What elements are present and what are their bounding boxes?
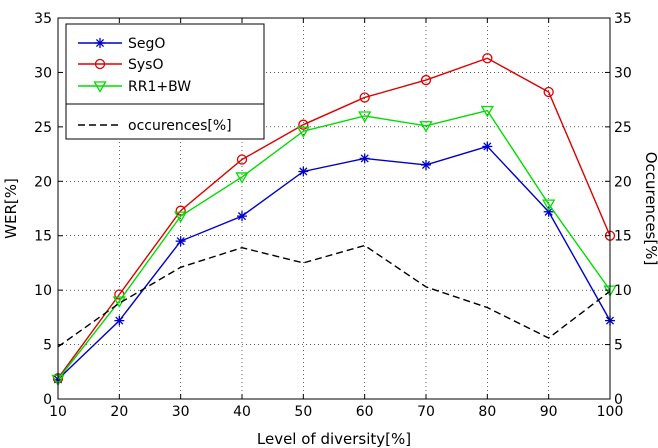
series-occurences- bbox=[57, 244, 611, 348]
grid bbox=[58, 18, 610, 399]
data-point bbox=[114, 315, 125, 326]
marker-triangle bbox=[174, 211, 188, 223]
data-point bbox=[542, 199, 556, 211]
marker-stroke bbox=[421, 160, 431, 170]
plot-frame bbox=[57, 17, 611, 400]
y-tick-label-left: 0 bbox=[43, 392, 52, 408]
series-line bbox=[57, 244, 611, 348]
y-axis-left-label: WER[%] bbox=[2, 178, 20, 239]
legend-label: RR1+BW bbox=[128, 79, 191, 95]
y-tick-label-right: 0 bbox=[614, 392, 623, 408]
y-axis-right-label: Occurences[%] bbox=[642, 152, 658, 266]
x-tick-label: 10 bbox=[49, 404, 67, 420]
y-tick-label-left: 30 bbox=[34, 65, 52, 81]
x-tick-label: 70 bbox=[417, 404, 435, 420]
data-point bbox=[235, 172, 249, 184]
series-line bbox=[57, 57, 611, 379]
data-point bbox=[175, 236, 186, 247]
data-point bbox=[94, 58, 106, 70]
y-tick-label-left: 5 bbox=[43, 338, 52, 354]
series-line bbox=[57, 109, 611, 380]
x-tick-label: 100 bbox=[597, 404, 624, 420]
y-tick-label-right: 35 bbox=[614, 11, 632, 27]
data-point bbox=[95, 38, 105, 48]
y-tick-label-right: 5 bbox=[614, 338, 623, 354]
marker-circle bbox=[94, 58, 106, 70]
marker-stroke bbox=[237, 212, 247, 221]
marker-stroke bbox=[299, 167, 308, 176]
y-tick-label-left: 10 bbox=[34, 283, 52, 299]
marker-circle bbox=[420, 74, 432, 86]
data-point bbox=[420, 74, 432, 86]
marker-triangle bbox=[358, 111, 372, 123]
data-point bbox=[359, 92, 370, 103]
marker-triangle bbox=[296, 126, 310, 139]
y-tick-label-right: 30 bbox=[614, 65, 632, 81]
legend-label: SegO bbox=[128, 36, 165, 52]
data-point bbox=[419, 121, 433, 133]
legend-entry: SegO bbox=[78, 36, 165, 52]
marker-triangle bbox=[93, 81, 107, 93]
legend: SegO SysO RR1+BW occurences[%] bbox=[65, 23, 265, 140]
data-point bbox=[359, 153, 370, 164]
series-line bbox=[57, 145, 611, 380]
data-point bbox=[174, 211, 188, 223]
marker-triangle bbox=[419, 121, 433, 133]
data-point bbox=[421, 159, 431, 170]
marker-circle bbox=[482, 53, 493, 64]
y-tick-label-right: 25 bbox=[614, 120, 632, 136]
marker-triangle bbox=[480, 105, 494, 118]
x-tick-label: 20 bbox=[110, 404, 128, 420]
marker-triangle bbox=[235, 172, 249, 184]
x-tick-label: 60 bbox=[356, 404, 374, 420]
data-point bbox=[237, 211, 247, 222]
marker-stroke bbox=[95, 38, 105, 48]
marker-circle bbox=[543, 86, 554, 98]
marker-circle bbox=[298, 119, 309, 130]
y-tick-label-left: 25 bbox=[34, 120, 52, 136]
marker-triangle bbox=[542, 199, 556, 211]
data-point bbox=[296, 126, 310, 139]
x-tick-label: 90 bbox=[540, 404, 558, 420]
x-tick-label: 80 bbox=[478, 404, 496, 420]
data-point bbox=[482, 53, 493, 64]
marker-circle bbox=[359, 92, 370, 103]
y-tick-label-left: 15 bbox=[34, 229, 52, 245]
legend-label: occurences[%] bbox=[128, 118, 232, 134]
data-point bbox=[236, 154, 248, 165]
legend-label: SysO bbox=[128, 57, 164, 73]
marker-stroke bbox=[483, 142, 492, 151]
data-point bbox=[298, 119, 309, 130]
y-tick-label-left: 20 bbox=[34, 174, 52, 190]
data-point bbox=[175, 205, 186, 216]
legend-entry: RR1+BW bbox=[78, 79, 191, 95]
data-point bbox=[480, 105, 494, 118]
legend-entry: occurences[%] bbox=[78, 118, 232, 134]
marker-stroke bbox=[360, 154, 369, 163]
data-point bbox=[482, 141, 493, 152]
y-tick-label-right: 20 bbox=[614, 174, 632, 190]
data-point bbox=[298, 166, 309, 177]
x-tick-label: 50 bbox=[294, 404, 312, 420]
marker-stroke bbox=[544, 207, 553, 216]
x-axis-label: Level of diversity[%] bbox=[257, 430, 411, 448]
y-tick-label-left: 35 bbox=[34, 11, 52, 27]
legend-entry: SysO bbox=[78, 57, 164, 73]
data-point bbox=[358, 111, 372, 123]
marker-circle bbox=[236, 154, 248, 165]
y-tick-label-right: 15 bbox=[614, 229, 632, 245]
marker-stroke bbox=[115, 316, 124, 325]
x-tick-label: 30 bbox=[172, 404, 190, 420]
x-tick-label: 40 bbox=[233, 404, 251, 420]
marker-circle bbox=[175, 205, 186, 216]
data-point bbox=[93, 81, 107, 93]
data-point bbox=[543, 86, 554, 98]
marker-stroke bbox=[176, 237, 185, 246]
y-tick-label-right: 10 bbox=[614, 283, 632, 299]
